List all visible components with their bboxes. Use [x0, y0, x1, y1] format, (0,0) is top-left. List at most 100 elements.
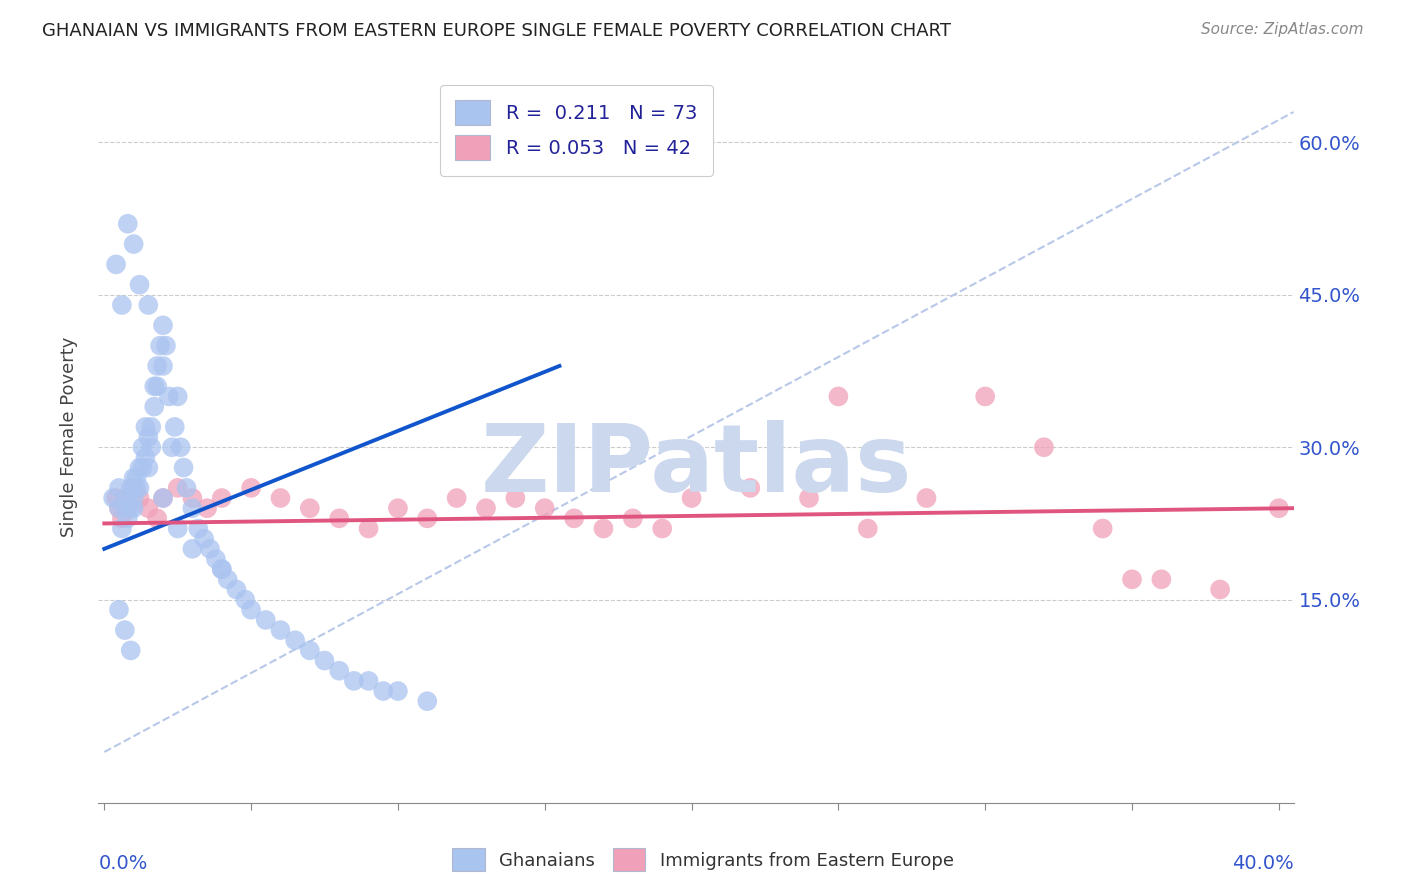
Point — [117, 511, 139, 525]
Point — [152, 491, 174, 505]
Point — [373, 684, 395, 698]
Point — [1091, 521, 1114, 535]
Point — [211, 562, 233, 576]
Point — [505, 491, 527, 505]
Text: 0.0%: 0.0% — [98, 854, 148, 873]
Point — [193, 532, 215, 546]
Point — [827, 389, 849, 403]
Point — [122, 471, 145, 485]
Point — [621, 511, 644, 525]
Point — [134, 420, 156, 434]
Point — [128, 481, 150, 495]
Point — [152, 318, 174, 333]
Point — [108, 603, 131, 617]
Point — [125, 471, 148, 485]
Point — [233, 592, 256, 607]
Point — [357, 673, 380, 688]
Point — [146, 511, 169, 525]
Point — [108, 501, 131, 516]
Point — [152, 359, 174, 373]
Point — [114, 623, 136, 637]
Point — [114, 501, 136, 516]
Point — [298, 643, 321, 657]
Point — [357, 521, 380, 535]
Point — [181, 491, 204, 505]
Point — [284, 633, 307, 648]
Point — [141, 440, 163, 454]
Point — [240, 603, 263, 617]
Point — [125, 481, 148, 495]
Point — [269, 623, 291, 637]
Point — [169, 440, 191, 454]
Point — [205, 552, 228, 566]
Point — [974, 389, 997, 403]
Point — [166, 389, 188, 403]
Point — [533, 501, 555, 516]
Point — [740, 481, 762, 495]
Point — [143, 379, 166, 393]
Point — [343, 673, 366, 688]
Point — [143, 400, 166, 414]
Point — [157, 389, 180, 403]
Point — [155, 339, 177, 353]
Point — [176, 481, 198, 495]
Point — [681, 491, 703, 505]
Legend: R =  0.211   N = 73, R = 0.053   N = 42: R = 0.211 N = 73, R = 0.053 N = 42 — [440, 85, 713, 176]
Point — [108, 481, 131, 495]
Point — [122, 237, 145, 252]
Point — [217, 572, 239, 586]
Point — [117, 217, 139, 231]
Point — [797, 491, 820, 505]
Point — [269, 491, 291, 505]
Point — [314, 654, 336, 668]
Point — [211, 562, 233, 576]
Point — [111, 511, 134, 525]
Point — [131, 460, 153, 475]
Point — [187, 521, 209, 535]
Point — [160, 440, 183, 454]
Point — [225, 582, 247, 597]
Point — [138, 298, 160, 312]
Point — [856, 521, 879, 535]
Point — [166, 481, 188, 495]
Point — [475, 501, 498, 516]
Point — [298, 501, 321, 516]
Point — [181, 501, 204, 516]
Point — [108, 501, 131, 516]
Point — [1209, 582, 1232, 597]
Point — [138, 430, 160, 444]
Point — [1150, 572, 1173, 586]
Point — [562, 511, 585, 525]
Point — [446, 491, 468, 505]
Point — [211, 491, 233, 505]
Point — [105, 257, 128, 271]
Text: GHANAIAN VS IMMIGRANTS FROM EASTERN EUROPE SINGLE FEMALE POVERTY CORRELATION CHA: GHANAIAN VS IMMIGRANTS FROM EASTERN EURO… — [42, 22, 952, 40]
Text: ZIPatlas: ZIPatlas — [481, 420, 911, 512]
Text: 40.0%: 40.0% — [1232, 854, 1294, 873]
Point — [120, 643, 142, 657]
Point — [117, 491, 139, 505]
Point — [173, 460, 195, 475]
Point — [111, 298, 134, 312]
Point — [1121, 572, 1143, 586]
Point — [120, 501, 142, 516]
Point — [128, 277, 150, 292]
Point — [915, 491, 938, 505]
Point — [181, 541, 204, 556]
Point — [138, 501, 160, 516]
Point — [651, 521, 673, 535]
Point — [1268, 501, 1291, 516]
Point — [128, 491, 150, 505]
Point — [131, 440, 153, 454]
Point — [134, 450, 156, 465]
Point — [114, 491, 136, 505]
Point — [122, 481, 145, 495]
Point — [101, 491, 124, 505]
Point — [146, 359, 169, 373]
Point — [166, 521, 188, 535]
Point — [111, 521, 134, 535]
Point — [146, 379, 169, 393]
Point — [152, 491, 174, 505]
Text: Source: ZipAtlas.com: Source: ZipAtlas.com — [1201, 22, 1364, 37]
Point — [254, 613, 277, 627]
